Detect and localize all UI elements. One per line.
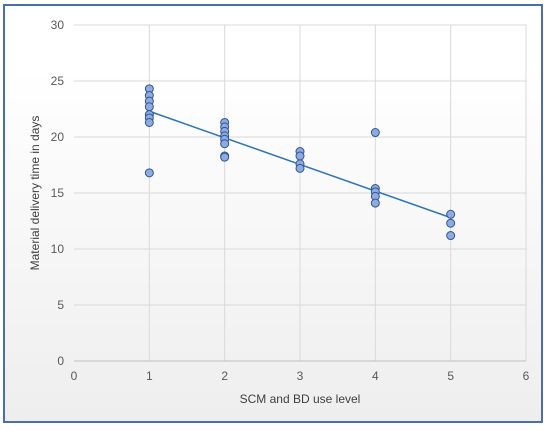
chart-frame: 0 1 2 3 4 5 6 0 5 10 15 20 25 30 SCM and BD use leve… xyxy=(3,4,543,423)
y-tick-label-15: 15 xyxy=(51,186,65,200)
data-point xyxy=(446,218,456,228)
x-tick-label-0: 0 xyxy=(71,369,78,383)
y-tick-label-0: 0 xyxy=(57,354,64,368)
data-points xyxy=(144,84,456,241)
data-point xyxy=(144,117,154,127)
y-tick-label-5: 5 xyxy=(57,298,64,312)
y-tick-label-10: 10 xyxy=(51,242,65,256)
data-point xyxy=(370,128,380,138)
y-tick-labels: 0 5 10 15 20 25 30 xyxy=(51,18,65,368)
data-point xyxy=(144,102,154,112)
data-point xyxy=(220,139,230,149)
y-tick-label-20: 20 xyxy=(51,130,65,144)
x-tick-label-5: 5 xyxy=(447,369,454,383)
x-tick-labels: 0 1 2 3 4 5 6 xyxy=(71,369,530,383)
x-tick-label-6: 6 xyxy=(523,369,530,383)
y-tick-label-25: 25 xyxy=(51,74,65,88)
data-point xyxy=(446,209,456,219)
y-tick-label-30: 30 xyxy=(51,18,65,32)
x-tick-label-3: 3 xyxy=(297,369,304,383)
data-point xyxy=(370,198,380,208)
data-point xyxy=(295,151,305,161)
data-point xyxy=(220,152,230,162)
gridlines xyxy=(74,24,527,362)
data-point xyxy=(446,231,456,241)
data-point xyxy=(295,163,305,173)
y-axis-title: Material delivery time in days xyxy=(28,116,42,271)
scatter-chart: 0 1 2 3 4 5 6 0 5 10 15 20 25 30 SCM and BD use leve… xyxy=(28,18,530,406)
x-tick-label-1: 1 xyxy=(146,369,153,383)
x-tick-label-4: 4 xyxy=(372,369,379,383)
x-axis-title: SCM and BD use level xyxy=(240,392,361,406)
data-point xyxy=(144,168,154,178)
x-tick-label-2: 2 xyxy=(221,369,228,383)
